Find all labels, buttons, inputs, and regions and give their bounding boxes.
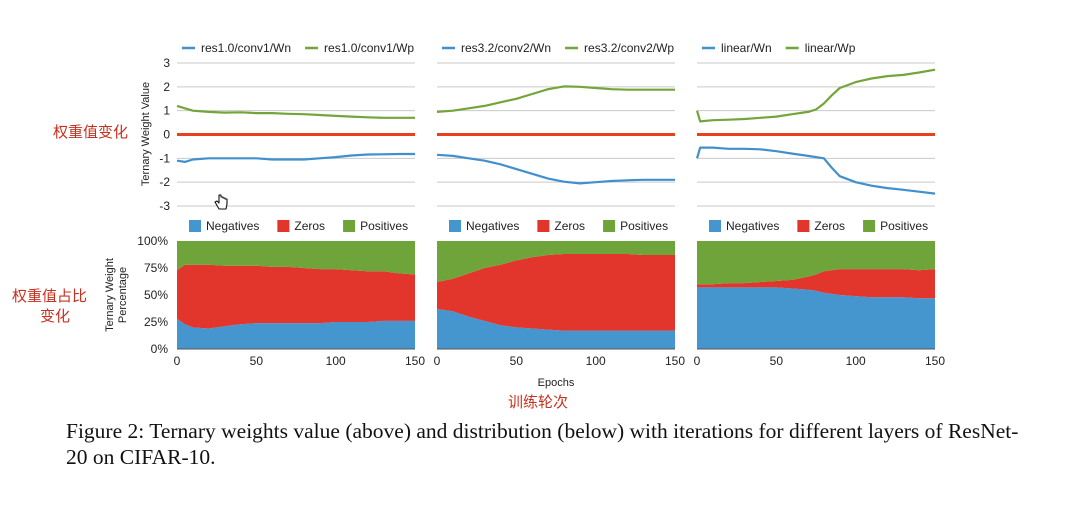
value-charts: 3 2 1 0 -1 -2 -3 Ternary Weight Value res1.0/con… [140,41,936,213]
legend-swatch [797,220,810,232]
legend-label: Zeros [294,219,325,233]
value-panel-3: linear/Wn linear/Wp [695,41,936,207]
x-tick-label: 150 [925,354,945,368]
y-tick-label: 0% [151,342,169,356]
x-tick-label: 100 [326,354,346,368]
value-panel-1: res1.0/conv1/Wn res1.0/conv1/Wp [176,41,415,207]
legend: linear/Wn linear/Wp [702,41,856,55]
y-tick-label: -2 [159,175,170,189]
area-positives [437,241,675,282]
legend: Negatives Zeros Positives [189,219,408,233]
area-positives [177,241,415,275]
y-tick-label: -3 [159,199,170,213]
y-tick-label: 2 [163,80,170,94]
legend-swatch [449,220,461,232]
y-axis-label: Percentage [117,267,129,323]
series-line-res3.2/conv2/Wp [436,85,675,113]
legend-label: res3.2/conv2/Wp [584,41,674,55]
legend-label: res3.2/conv2/Wn [461,41,551,55]
legend-swatch [537,220,550,232]
series-line-linear/Wn [695,146,936,195]
note-bottom-center: 训练轮次 [508,393,568,411]
distribution-charts: 100% 75% 50% 25% 0% Ternary Weight Percentage 0… [104,219,945,389]
area-negatives [177,318,415,349]
legend-label: Negatives [466,219,519,233]
y-tick-label: -1 [159,151,170,165]
x-tick-label: 100 [586,354,606,368]
area-zeros [177,264,415,329]
area-negatives [697,287,935,349]
distribution-panel-1: 0 50 100 150 Negatives Zeros Positives [174,219,426,368]
distribution-panel-3: 0 50 100 150 Negatives Zeros Positives [694,219,946,368]
x-tick-label: 150 [665,354,685,368]
y-axis-label: Ternary Weight Value [140,82,152,186]
figure-caption: Figure 2: Ternary weights value (above) … [66,419,1019,469]
legend-label: res1.0/conv1/Wn [201,41,291,55]
legend-swatch [863,220,876,232]
x-tick-label: 0 [694,354,701,368]
legend-label: Negatives [206,219,259,233]
legend-label: Positives [360,219,408,233]
x-tick-label: 50 [770,354,784,368]
legend-swatch [189,220,201,232]
legend: Negatives Zeros Positives [449,219,668,233]
legend: res1.0/conv1/Wn res1.0/conv1/Wp [182,41,414,55]
area-positives [697,241,935,285]
x-tick-label: 50 [510,354,524,368]
y-axis-label: Ternary Weight [104,258,116,332]
legend-swatch [343,220,356,232]
value-panel-2: res3.2/conv2/Wn res3.2/conv2/Wp [436,41,675,207]
y-tick-label: 50% [144,288,168,302]
legend-label: linear/Wn [721,41,772,55]
legend: Negatives Zeros Positives [709,219,928,233]
x-axis-label: Epochs [538,377,575,389]
distribution-panel-2: 0 50 100 150 Negatives Zeros Positives [434,219,686,368]
y-tick-label: 1 [163,104,170,118]
area-zeros [697,269,935,299]
legend: res3.2/conv2/Wn res3.2/conv2/Wp [442,41,674,55]
series-line-res1.0/conv1/Wn [176,152,415,163]
y-tick-label: 3 [163,56,170,70]
legend-swatch [277,220,290,232]
legend-label: Positives [620,219,668,233]
x-tick-label: 100 [846,354,866,368]
x-tick-label: 0 [174,354,181,368]
legend-swatch [709,220,721,232]
y-tick-label: 100% [137,234,168,248]
y-tick-label: 25% [144,315,168,329]
hand-cursor-icon [214,194,228,210]
note-bottom-left: 变化 [40,307,70,325]
legend-label: Positives [880,219,928,233]
note-top-left: 权重值变化 [53,123,128,141]
series-line-res3.2/conv2/Wn [436,153,675,185]
x-tick-label: 50 [250,354,264,368]
y-tick-label: 0 [163,128,170,142]
note-bottom-left: 权重值占比 [12,287,87,305]
hand-cursor-shape [214,194,228,210]
legend-label: Negatives [726,219,779,233]
legend-label: res1.0/conv1/Wp [324,41,414,55]
series-line-res1.0/conv1/Wp [176,104,415,119]
legend-label: Zeros [814,219,845,233]
area-zeros [437,254,675,331]
series-line-linear/Wp [695,68,936,123]
y-tick-label: 75% [144,261,168,275]
area-negatives [437,309,675,349]
legend-label: linear/Wp [805,41,856,55]
x-tick-label: 150 [405,354,425,368]
legend-swatch [603,220,616,232]
legend-label: Zeros [554,219,585,233]
x-tick-label: 0 [434,354,441,368]
